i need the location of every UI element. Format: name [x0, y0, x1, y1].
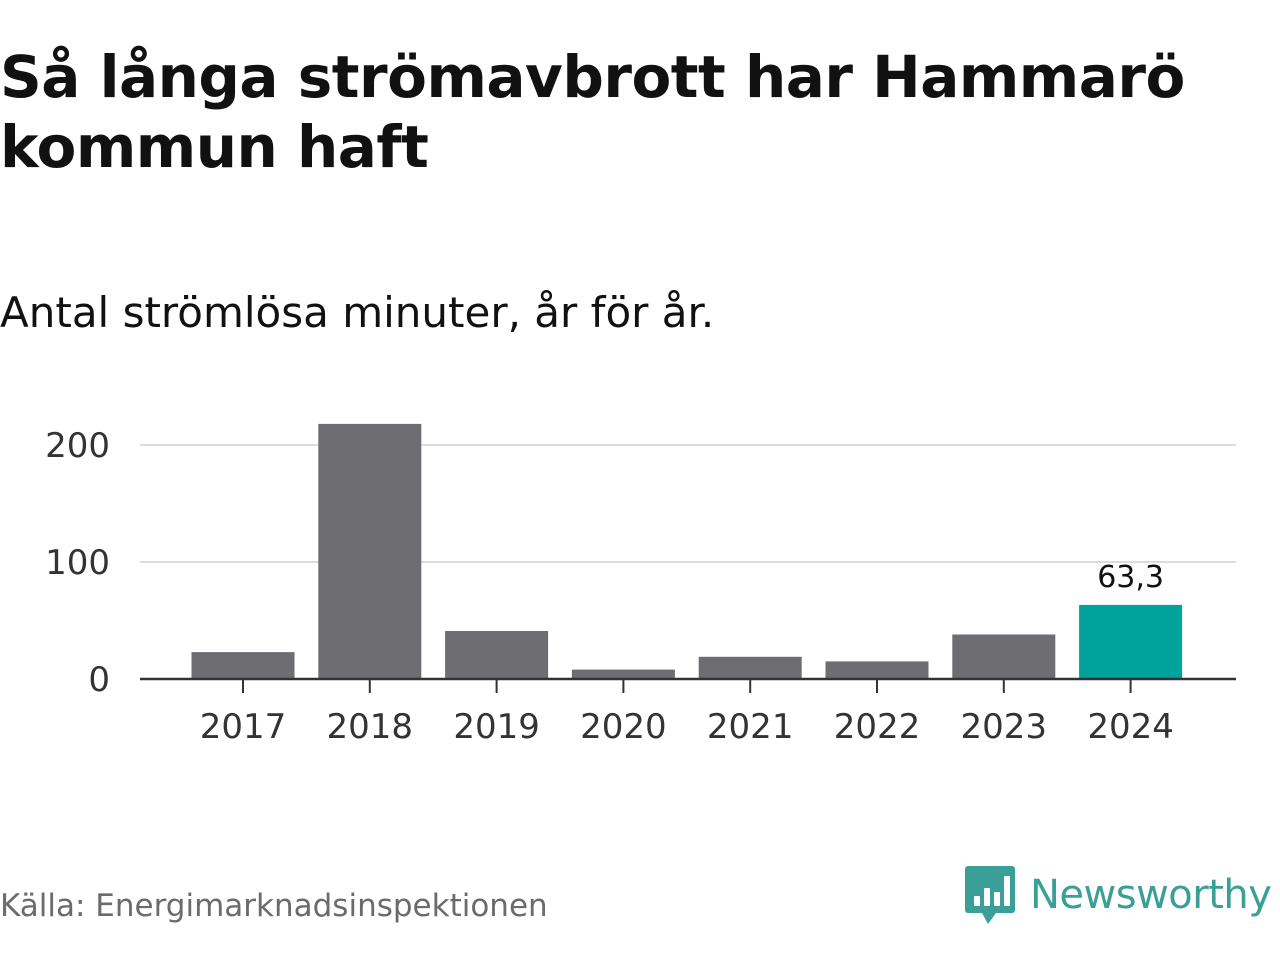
data-label: 63,3 — [1097, 560, 1164, 595]
y-axis-ticks: 0 100 200 — [45, 426, 110, 700]
gridlines — [140, 444, 1236, 563]
x-axis-ticks: 2017 2018 2019 2020 2021 2022 2023 2024 — [200, 679, 1174, 747]
brand-name: Newsworthy — [1030, 872, 1272, 918]
bar-2024 — [1079, 604, 1183, 679]
source-note: Källa: Energimarknadsinspektionen — [0, 888, 548, 924]
x-tick-label: 2023 — [961, 707, 1048, 747]
bar-2023 — [952, 634, 1056, 679]
newsworthy-chart-bubble-icon — [965, 866, 1015, 924]
bar-2022 — [825, 661, 929, 679]
bars — [191, 423, 1183, 679]
x-tick-label: 2019 — [453, 707, 540, 747]
chart-subtitle: Antal strömlösa minuter, år för år. — [0, 288, 715, 337]
bar-2020 — [571, 669, 675, 679]
brand-logo: Newsworthy — [964, 862, 1272, 928]
y-tick-label: 0 — [88, 660, 110, 700]
bar-2017 — [191, 652, 295, 679]
bar-2021 — [698, 656, 802, 679]
data-labels: 63,3 — [1097, 560, 1164, 595]
bar-2018 — [318, 423, 422, 679]
chart-title: Så långa strömavbrott har Hammarö kommun… — [0, 43, 1185, 181]
x-tick-label: 2024 — [1087, 707, 1174, 747]
x-tick-label: 2017 — [200, 707, 287, 747]
y-tick-label: 200 — [45, 426, 110, 466]
x-tick-label: 2020 — [580, 707, 667, 747]
y-tick-label: 100 — [45, 543, 110, 583]
x-tick-label: 2022 — [834, 707, 921, 747]
x-tick-label: 2018 — [327, 707, 414, 747]
x-tick-label: 2021 — [707, 707, 794, 747]
bar-2019 — [445, 631, 549, 679]
bar-chart: 0 100 200 2017 2018 2019 2020 2021 2022 2023 2024… — [45, 423, 1236, 747]
